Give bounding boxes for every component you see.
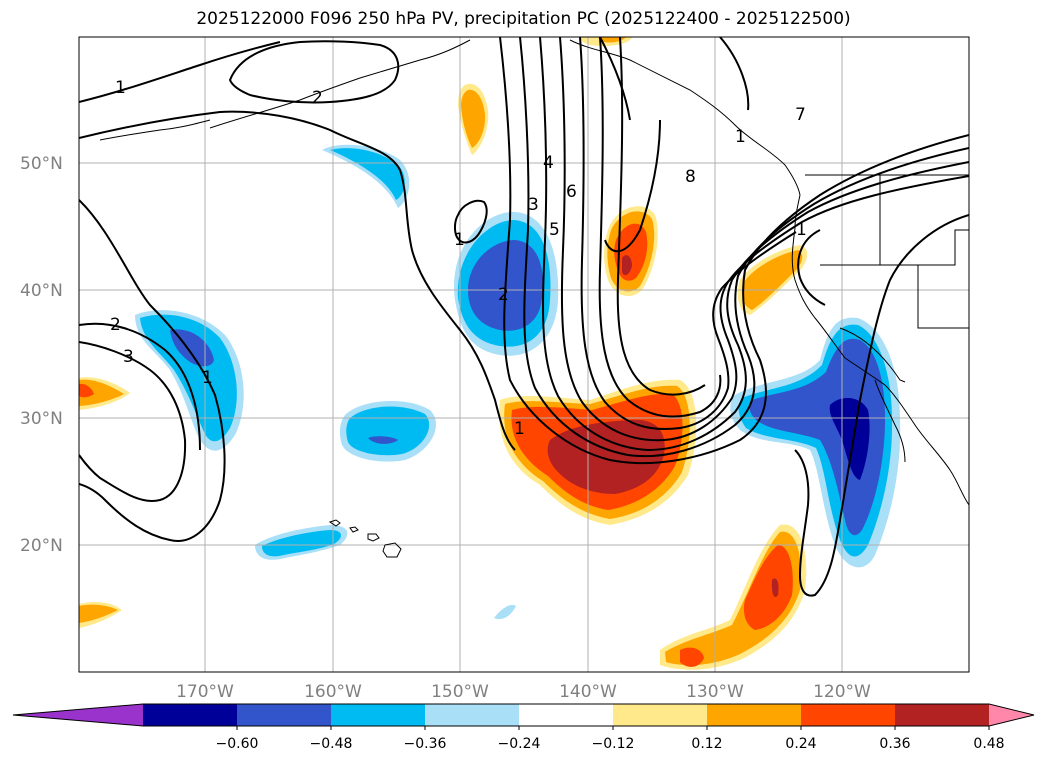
contour-label: 1 — [115, 78, 126, 98]
colorbar-segment — [331, 704, 426, 726]
contour-label: 1 — [202, 368, 213, 388]
contour-label: 1 — [514, 419, 525, 439]
contour-labels: 1 2 1 8 7 3 4 6 5 2 1 1 2 3 1 1 — [110, 78, 807, 439]
contour-label: 6 — [566, 182, 577, 202]
contour-label: 7 — [795, 105, 806, 125]
colorbar-tick-label: 0.24 — [785, 736, 816, 752]
colorbar-segment — [519, 704, 614, 726]
colorbar-segment — [801, 704, 896, 726]
lat-label-30n: 30°N — [20, 409, 63, 429]
colorbar-tick-label: −0.48 — [310, 736, 353, 752]
contour-label: 1 — [796, 220, 807, 240]
lon-label-160w: 160°W — [304, 682, 362, 702]
colorbar-segment — [613, 704, 708, 726]
contour-label: 5 — [549, 220, 560, 240]
colorbar-segment — [237, 704, 332, 726]
pv-contours — [79, 37, 969, 597]
latitude-labels: 50°N 40°N 30°N 20°N — [20, 154, 63, 556]
pc-shading — [79, 37, 901, 670]
contour-label: 2 — [110, 315, 121, 335]
colorbar-extend-max — [989, 704, 1034, 726]
lon-label-170w: 170°W — [176, 682, 234, 702]
grid-lines — [79, 37, 969, 672]
lat-label-40n: 40°N — [20, 281, 63, 301]
colorbar-tick-label: 0.36 — [879, 736, 910, 752]
contour-label: 2 — [312, 88, 323, 108]
colorbar-outline — [12, 703, 1035, 727]
contour-label: 2 — [498, 285, 509, 305]
contour-label: 8 — [685, 167, 696, 187]
lon-label-130w: 130°W — [686, 682, 744, 702]
lon-label-140w: 140°W — [559, 682, 617, 702]
plot-title: 2025122000 F096 250 hPa PV, precipitatio… — [196, 9, 851, 29]
map-frame — [78, 36, 970, 673]
contour-label: 3 — [528, 195, 539, 215]
lon-label-120w: 120°W — [813, 682, 871, 702]
colorbar-tick-label: 0.48 — [973, 736, 1004, 752]
colorbar-extend-min — [13, 704, 143, 726]
colorbar-tick-label: 0.12 — [691, 736, 722, 752]
longitude-labels: 170°W 160°W 150°W 140°W 130°W 120°W — [176, 682, 871, 702]
coastlines — [99, 39, 969, 558]
colorbar-segment — [707, 704, 802, 726]
contour-label: 4 — [543, 153, 554, 173]
colorbar-segment — [143, 704, 238, 726]
contour-label: 1 — [735, 127, 746, 147]
map-content: 1 2 1 8 7 3 4 6 5 2 1 1 2 3 1 1 — [79, 37, 969, 672]
contour-label: 1 — [454, 230, 465, 250]
colorbar-segment — [425, 704, 520, 726]
lon-label-150w: 150°W — [431, 682, 489, 702]
colorbar: −0.60 −0.48 −0.36 −0.24 −0.12 0.12 0.24 0.36 0.4… — [12, 703, 1035, 752]
contour-label: 3 — [123, 347, 134, 367]
colorbar-tick-label: −0.24 — [498, 736, 541, 752]
colorbar-tick-label: −0.60 — [216, 736, 259, 752]
lat-label-50n: 50°N — [20, 154, 63, 174]
colorbar-tick-label: −0.12 — [592, 736, 635, 752]
colorbar-segment — [895, 704, 990, 726]
colorbar-tick-label: −0.36 — [404, 736, 447, 752]
lat-label-20n: 20°N — [20, 536, 63, 556]
